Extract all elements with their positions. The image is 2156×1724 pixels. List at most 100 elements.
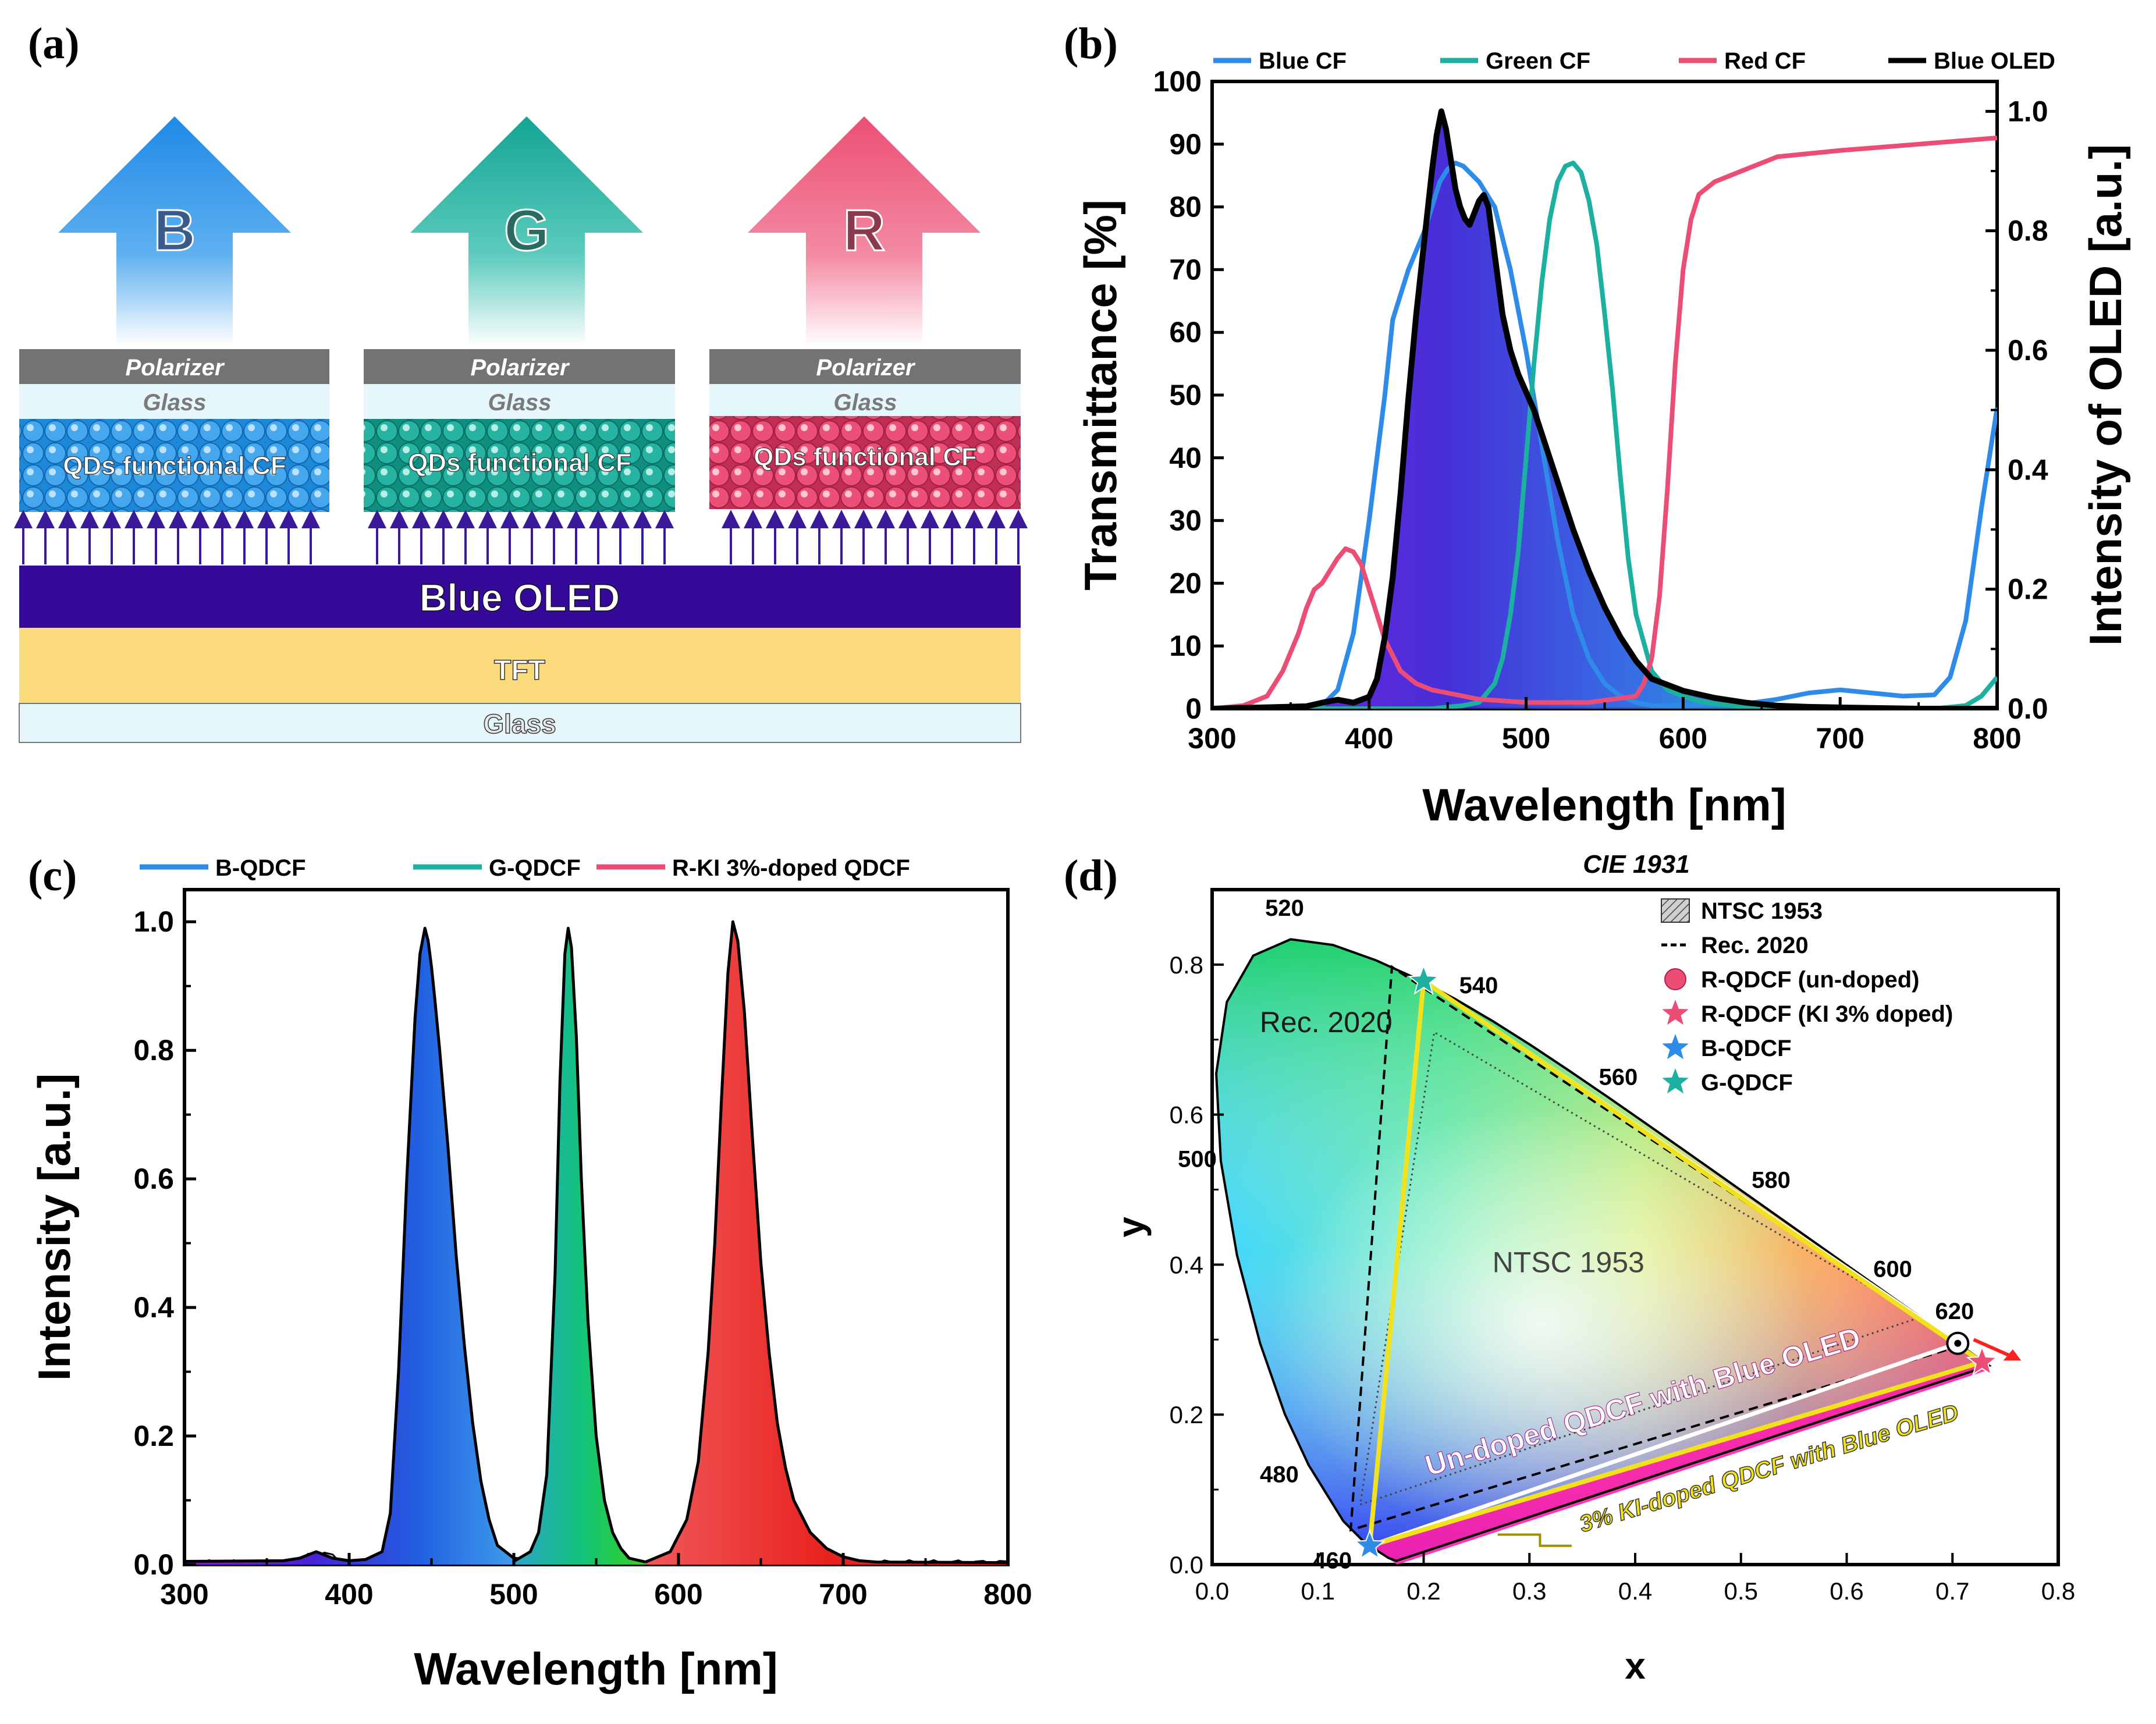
x-tick-label: 0.7 [1935,1577,1969,1605]
axis-ticks: 0.0 0.1 0.2 0.3 0.4 0.5 0.6 0.7 0.8 0.0 0.2 0.4 0.6 0… [1170,951,2076,1605]
legend-label: Rec. 2020 [1701,933,1809,958]
shift-arrowhead [2003,1349,2022,1361]
r-undoped-center [1954,1339,1962,1347]
g-qdcf-point [1408,964,1440,995]
tft-label: TFT [494,655,545,686]
red-subpixel-stack: Polarizer Glass QDs functional CF [709,349,1021,509]
x-tick-label: 0.1 [1301,1577,1335,1605]
green-arrow-label: G [504,198,549,263]
qd-cf-label: QDs functional CF [63,452,286,480]
y-axis-title: y [1110,1217,1152,1238]
panel-label-d: (d) [1064,851,1118,900]
x-tick-label: 400 [1345,722,1393,755]
legend: NTSC 1953 Rec. 2020 R-QDCF (un-doped) R-QDC… [1661,898,1953,1096]
green-emission-arrow [410,116,643,346]
legend-label: Blue CF [1259,48,1347,74]
green-cf-line [1212,161,1997,709]
x-tick-label: 600 [654,1578,702,1611]
spectrum-line [184,926,547,1564]
qd-cf-label: QDs functional CF [408,449,631,477]
x-tick-label: 500 [489,1578,538,1611]
y-tick-label: 0.6 [133,1163,174,1195]
chart-title: CIE 1931 [1583,850,1689,879]
y-tick-label: 50 [1169,379,1202,411]
glass-label: Glass [488,390,552,415]
blue-arrow-label: B [154,198,196,263]
y-tick-label: 20 [1169,567,1202,599]
y-tick-label: 30 [1169,504,1202,537]
x-tick-label: 400 [325,1578,373,1611]
spectrum-area [645,922,1008,1565]
doped-gamut-triangle [1367,977,1988,1549]
polarizer-label: Polarizer [816,355,916,381]
legend: B-QDCF G-QDCF R-KI 3%-doped QDCF [140,855,910,881]
blue-oled-line [1212,108,1997,709]
legend-label: G-QDCF [489,855,581,881]
legend-swatch [1661,898,1690,923]
blue-oled-layer [19,566,1021,628]
blue-oled-label: Blue OLED [420,576,620,619]
spectral-locus-outline [1215,938,1992,1562]
y-tick-label: 1.0 [133,905,174,938]
x-tick-label: 300 [1188,722,1236,755]
y-axis-title: Intensity [a.u.] [29,1073,80,1381]
legend-label: G-QDCF [1701,1070,1793,1096]
x-tick-label: 700 [1816,722,1864,755]
red-emission-arrow [748,116,981,346]
legend-swatch [1662,1068,1689,1094]
legend: Blue CF Green CF Red CF Blue OLED [1213,48,2055,74]
legend-label: R-QDCF (un-doped) [1701,967,1919,993]
panel-label-c: (c) [28,851,77,900]
y-tick-label: 0.6 [1170,1101,1203,1129]
y2-axis-title: Intensity of OLED [a.u.] [2080,144,2131,646]
spectra-fill [184,920,1008,1565]
legend-label: NTSC 1953 [1701,898,1823,924]
y-tick-label: 0.0 [1170,1551,1203,1579]
panel-label-b: (b) [1064,19,1118,68]
glass-label: Glass [143,390,207,415]
wavelength-label: 620 [1935,1299,1974,1324]
axis-ticks: 300 400 500 600 700 800 0 10 20 30 40 50 60 70 80 90 100… [1153,65,2048,755]
legend-label: Green CF [1486,48,1590,74]
x-tick-label: 0.4 [1618,1577,1652,1605]
x-tick-label: 500 [1502,722,1550,755]
red-cf-line [1212,136,1997,709]
wavelength-label: 560 [1599,1065,1638,1090]
y2-tick-label: 0.0 [2008,692,2048,725]
r-qdcf-ki-3-doped--point [1966,1345,1998,1376]
x-tick-label: 0.6 [1830,1577,1863,1605]
y-tick-label: 0 [1185,692,1202,725]
rec2020-annotation: Rec. 2020 [1260,1006,1393,1039]
legend-label: B-QDCF [215,855,306,881]
y-tick-label: 100 [1153,65,1202,98]
legend-label: B-QDCF [1701,1036,1792,1061]
legend-swatch [1662,1000,1689,1025]
transmittance-chart: 300 400 500 600 700 800 0 10 20 30 40 50 60 70 80 90 100… [1075,48,2131,830]
spectrum-area [184,928,547,1565]
y-tick-label: 0.8 [133,1034,174,1067]
magenta-band [1369,1362,1990,1565]
red-arrow-label: R [843,198,885,263]
y-tick-label: 0.8 [1170,951,1203,979]
x-tick-label: 800 [1973,722,2021,755]
oled-spectrum-area [1212,111,1997,709]
white-point-glow [1216,939,1990,1561]
series-lines [1212,108,1997,709]
cie-1931-chart: CIE 1931 520 540 560 580 600 620 500 480 460 Rec.… [1110,850,2075,1687]
y-tick-label: 60 [1169,316,1202,349]
y-tick-label: 40 [1169,442,1202,474]
y2-tick-label: 0.2 [2008,573,2048,606]
x-tick-label: 0.5 [1724,1577,1758,1605]
legend-swatch [1662,1034,1689,1060]
ntsc-annotation: NTSC 1953 [1493,1246,1644,1278]
x-axis-title: Wavelength [nm] [414,1643,777,1694]
legend-label: Blue OLED [1934,48,2055,74]
y2-tick-label: 0.6 [2008,334,2048,367]
legend-label: R-QDCF (KI 3% doped) [1701,1001,1953,1027]
y-tick-label: 90 [1169,128,1202,161]
x-tick-label: 700 [819,1578,867,1611]
b-qdcf-point [1354,1529,1386,1560]
y-tick-label: 0.4 [133,1291,174,1324]
